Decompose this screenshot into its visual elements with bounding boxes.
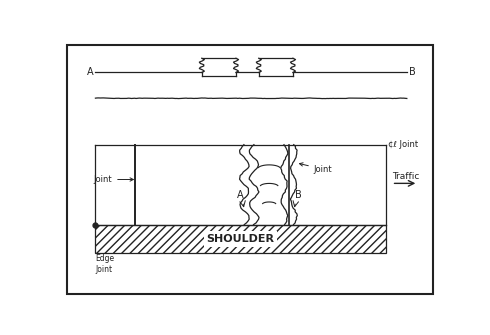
- Text: Joint: Joint: [94, 175, 133, 184]
- Text: SHOULDER: SHOULDER: [207, 234, 275, 244]
- Text: A: A: [87, 67, 94, 77]
- Text: Edge
Joint: Edge Joint: [96, 254, 115, 274]
- Text: ¢ℓ Joint: ¢ℓ Joint: [388, 140, 418, 149]
- FancyBboxPatch shape: [67, 45, 433, 294]
- Text: B: B: [409, 67, 416, 77]
- Text: Traffic: Traffic: [392, 173, 419, 182]
- Text: B: B: [295, 190, 302, 200]
- Bar: [96, 225, 386, 253]
- Bar: [96, 225, 386, 253]
- Text: Joint: Joint: [299, 163, 332, 174]
- Text: A: A: [237, 190, 244, 200]
